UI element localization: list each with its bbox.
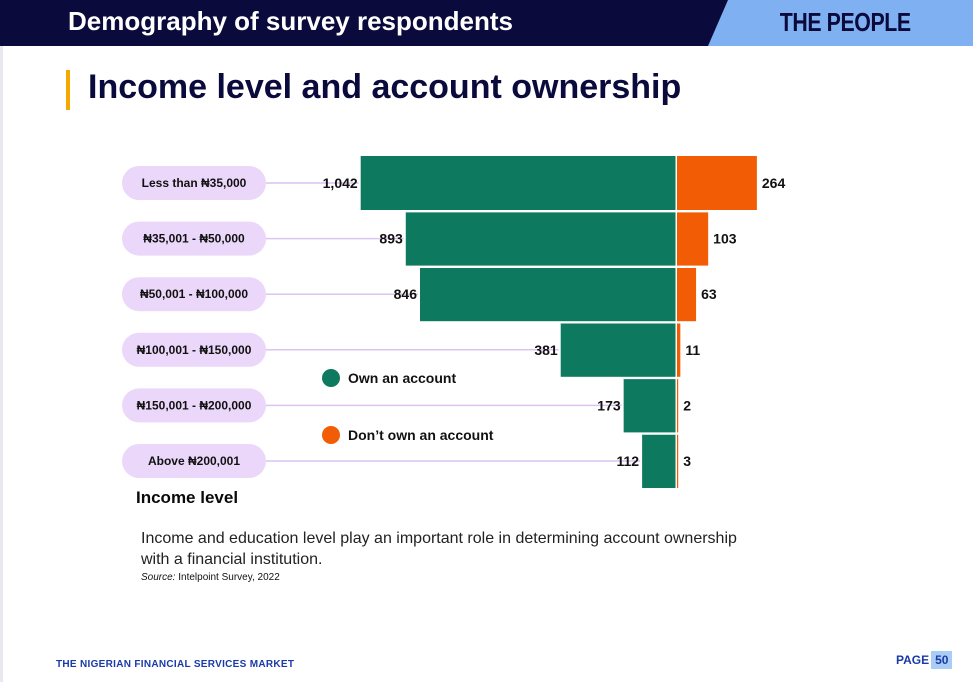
brand-logo: THE PEOPLE: [780, 7, 911, 37]
bar-no-account: [677, 378, 679, 433]
page-indicator: PAGE 50: [896, 651, 953, 669]
category-label: ₦35,001 - ₦50,000: [143, 232, 245, 246]
source-text: Intelpoint Survey, 2022: [175, 572, 280, 583]
heading-accent-bar: [66, 70, 70, 110]
page-label: PAGE: [896, 653, 930, 667]
data-label-no-account: 63: [701, 286, 717, 302]
category-pill: [122, 388, 266, 423]
category-label: Less than ₦35,000: [142, 176, 247, 190]
brand-banner: THE PEOPLE: [708, 0, 973, 46]
category-pill: [122, 444, 266, 478]
data-label-own: 381: [534, 342, 558, 358]
category-pill: [122, 332, 266, 367]
category-label: ₦100,001 - ₦150,000: [137, 343, 252, 357]
legend-swatch-own: [322, 369, 340, 387]
chart-note: Income and education level play an impor…: [141, 530, 737, 568]
legend-label-not-own: Don’t own an account: [348, 427, 494, 443]
source-prefix: Source:: [141, 572, 176, 583]
data-label-no-account: 103: [713, 231, 737, 247]
category-label: ₦150,001 - ₦200,000: [137, 398, 252, 412]
y-axis-title: Income level: [136, 488, 239, 507]
data-label-no-account: 11: [685, 342, 700, 358]
brand-banner-shape: [708, 0, 973, 46]
bar-own-account: [642, 434, 676, 488]
bar-no-account: [677, 434, 679, 488]
data-label-no-account: 264: [762, 175, 786, 191]
page-title: Income level and account ownership: [88, 68, 682, 106]
data-label-own: 846: [394, 286, 418, 302]
category-pill: [122, 221, 266, 256]
category-label: ₦50,001 - ₦100,000: [140, 287, 248, 301]
legend-swatch-not-own: [322, 426, 340, 444]
bar-no-account: [677, 156, 757, 210]
legend-item-own: Own an account: [322, 369, 456, 387]
source-line: Source: Intelpoint Survey, 2022: [141, 572, 280, 583]
category-pill: [122, 277, 266, 312]
data-label-no-account: 3: [683, 453, 691, 469]
bar-no-account: [677, 322, 681, 377]
category-label: Above ₦200,001: [148, 454, 240, 468]
data-label-own: 173: [597, 397, 621, 413]
legend-label-own: Own an account: [348, 370, 457, 386]
bar-no-account: [677, 267, 697, 322]
legend-item-not-own: Don’t own an account: [322, 426, 493, 444]
header-bar: Demography of survey respondents THE PEO…: [0, 0, 973, 46]
page-edge: [0, 46, 3, 682]
category-pill: [122, 166, 266, 200]
bar-own-account: [420, 267, 676, 322]
bar-own-account: [360, 156, 676, 210]
bar-own-account: [623, 378, 676, 433]
bar-no-account: [677, 211, 709, 266]
bar-own-account: [560, 322, 676, 377]
data-label-no-account: 2: [683, 397, 691, 413]
section-title: Demography of survey respondents: [68, 6, 513, 36]
data-label-own: 893: [379, 231, 403, 247]
data-label-own: 112: [617, 453, 640, 469]
footer-publication: THE NIGERIAN FINANCIAL SERVICES MARKET: [56, 659, 295, 670]
page-number: 50: [931, 651, 953, 669]
bar-own-account: [405, 211, 676, 266]
data-label-own: 1,042: [323, 175, 358, 191]
